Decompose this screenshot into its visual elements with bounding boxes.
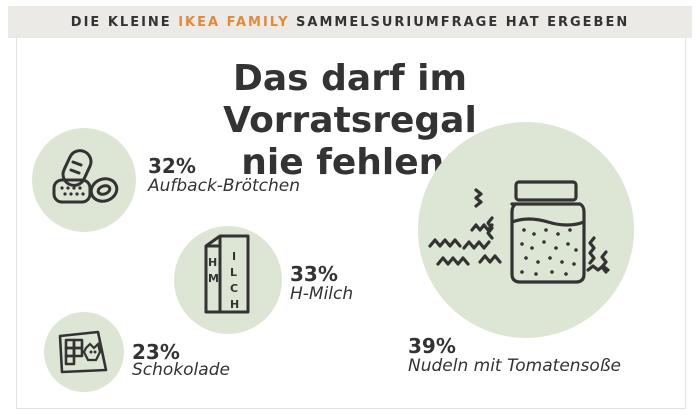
value-label: 32% (148, 154, 196, 178)
bread-rolls-icon (52, 149, 119, 204)
category-label: Aufback-Brötchen (148, 176, 300, 196)
pasta-jar-icon (428, 180, 610, 284)
value-label: 39% (408, 334, 456, 358)
content-panel (16, 38, 686, 409)
chocolate-bar-icon (58, 330, 108, 374)
header-banner: DIE KLEINE IKEA FAMILY SAMMELSURIUMFRAGE… (8, 6, 692, 38)
svg-text:H: H (208, 256, 217, 269)
bubble-milk (174, 226, 282, 334)
page-title: Das darf im Vorratsregal nie fehlen: (100, 58, 600, 184)
title-line-2: nie fehlen: (241, 142, 459, 183)
svg-text:C: C (230, 282, 238, 295)
header-suffix: SAMMELSURIUMFRAGE HAT ERGEBEN (296, 14, 630, 30)
value-label: 33% (290, 262, 338, 286)
category-label: H-Milch (290, 284, 354, 304)
category-label: Schokolade (132, 360, 230, 380)
svg-text:M: M (208, 272, 219, 285)
value-label: 23% (132, 340, 180, 364)
header-prefix: DIE KLEINE (70, 14, 172, 30)
category-label: Nudeln mit Tomatensoße (408, 356, 621, 376)
svg-text:L: L (230, 266, 237, 279)
svg-text:I: I (232, 250, 236, 263)
svg-text:H: H (230, 298, 239, 311)
header-highlight: IKEA FAMILY (178, 14, 290, 30)
bubble-pasta (418, 122, 634, 338)
title-line-1: Das darf im Vorratsregal (223, 58, 477, 141)
